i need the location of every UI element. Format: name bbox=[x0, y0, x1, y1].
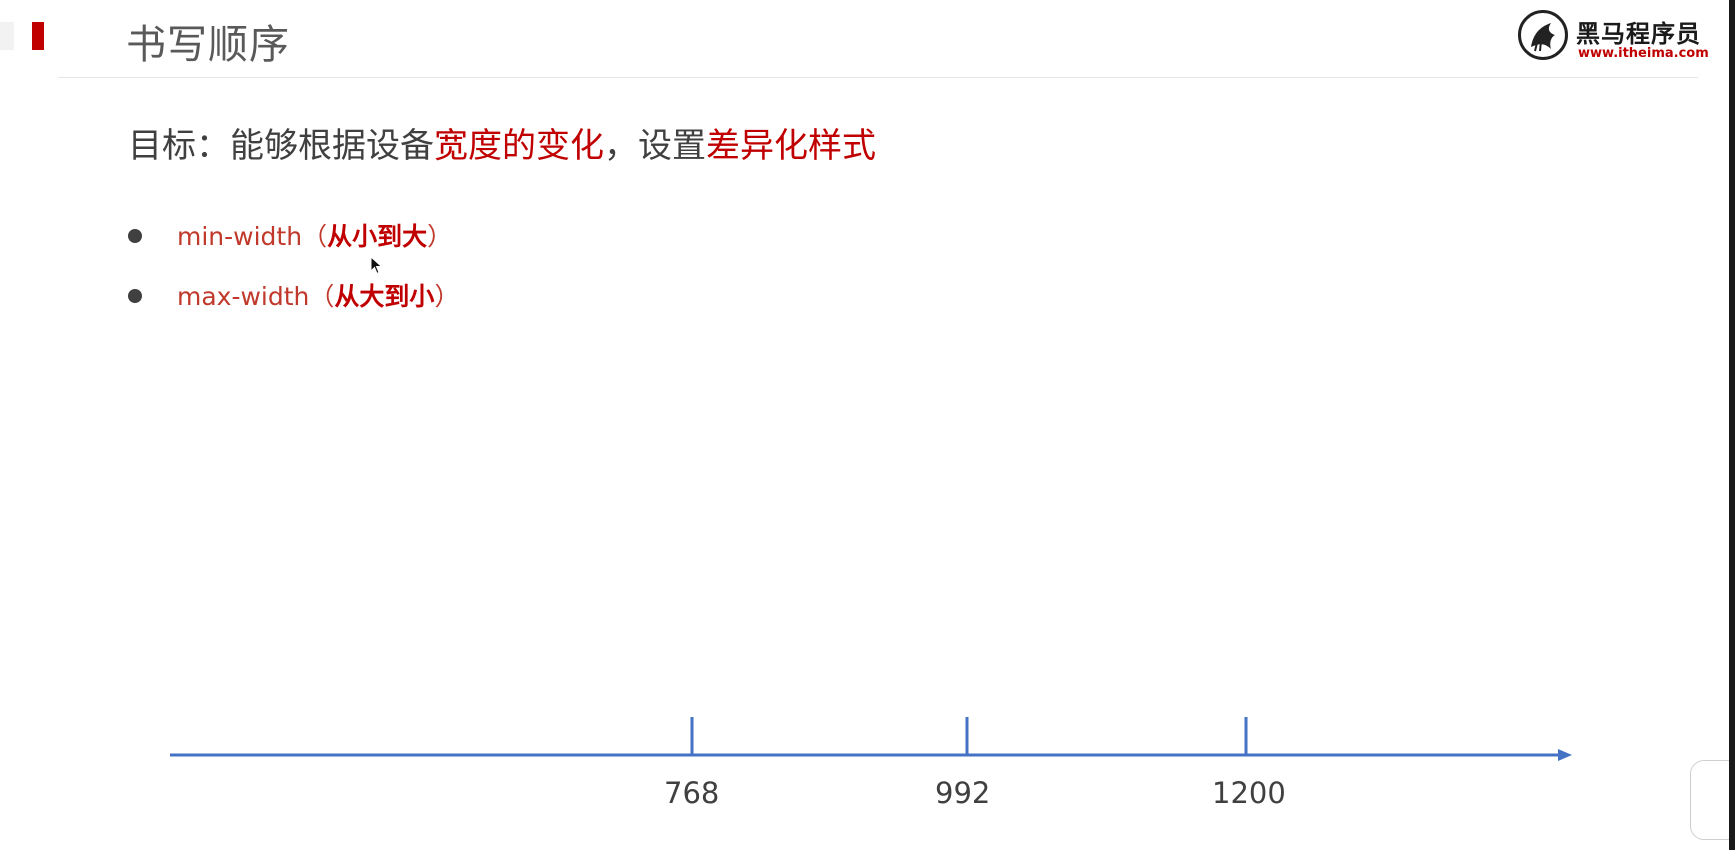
bullet-note: 从小到大 bbox=[327, 222, 428, 251]
mouse-pointer-icon bbox=[370, 256, 383, 275]
bullet-term: min-width bbox=[177, 222, 303, 251]
goal-middle: ，设置 bbox=[604, 126, 706, 166]
goal-highlight-style: 差异化样式 bbox=[706, 126, 876, 166]
bullet-note: 从大到小 bbox=[334, 282, 435, 311]
title-accent-bar bbox=[32, 22, 44, 50]
bullet-dot-icon bbox=[128, 229, 142, 243]
bullet-term: max-width bbox=[177, 282, 310, 311]
bullet-open-paren: （ bbox=[309, 282, 335, 311]
brand-url: www.itheima.com bbox=[1578, 46, 1709, 61]
floating-control-button[interactable] bbox=[1690, 760, 1735, 840]
brand-logo: 黑马程序员 www.itheima.com bbox=[1518, 8, 1709, 64]
goal-prefix: 目标：能够根据设备 bbox=[128, 126, 434, 166]
bullet-close-paren: ） bbox=[434, 282, 460, 311]
bullet-text: max-width（从大到小） bbox=[177, 277, 459, 313]
bullet-close-paren: ） bbox=[427, 222, 453, 251]
tick-label-768: 768 bbox=[664, 776, 720, 810]
left-edge-shadow bbox=[0, 22, 14, 50]
bullet-open-paren: （ bbox=[302, 222, 328, 251]
brand-name: 黑马程序员 bbox=[1576, 20, 1701, 48]
goal-statement: 目标：能够根据设备宽度的变化，设置差异化样式 bbox=[128, 118, 876, 167]
bullet-dot-icon bbox=[128, 289, 142, 303]
header-divider bbox=[58, 77, 1698, 78]
goal-highlight-width: 宽度的变化 bbox=[434, 126, 604, 166]
bullet-text: min-width（从小到大） bbox=[177, 217, 452, 253]
horse-logo-icon bbox=[1518, 10, 1568, 60]
tick-label-1200: 1200 bbox=[1212, 776, 1286, 810]
tick-label-992: 992 bbox=[935, 776, 991, 810]
slide-title: 书写顺序 bbox=[126, 22, 290, 68]
window-edge bbox=[1729, 0, 1735, 850]
